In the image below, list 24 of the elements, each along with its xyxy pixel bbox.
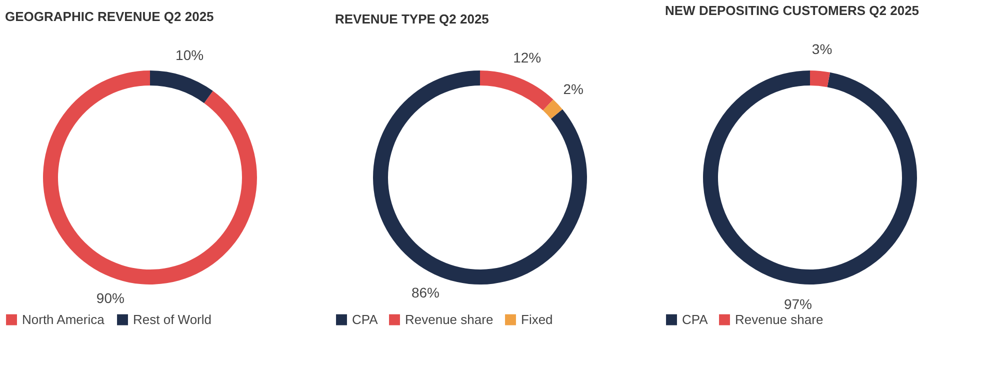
donut-slice	[810, 70, 830, 88]
data-label: 2%	[563, 80, 584, 97]
legend-label: Fixed	[521, 312, 553, 327]
data-label: 12%	[513, 49, 542, 66]
legend-label: North America	[22, 312, 106, 327]
chart-title: NEW DEPOSITING CUSTOMERS Q2 2025	[665, 3, 920, 18]
chart-title: GEOGRAPHIC REVENUE Q2 2025	[5, 8, 214, 24]
data-label: 90%	[96, 290, 124, 306]
chart-title: REVENUE TYPE Q2 2025	[335, 11, 489, 26]
legend-label: Revenue share	[735, 312, 824, 327]
data-label: 3%	[812, 41, 832, 58]
donut-slice	[703, 70, 917, 284]
data-label: 97%	[784, 296, 812, 312]
slice-label: CPA	[682, 312, 708, 327]
data-label: 10%	[176, 46, 204, 63]
donut-slice	[43, 70, 257, 284]
donut-slice	[150, 70, 213, 104]
donut-slice	[480, 70, 554, 110]
donut-slice	[542, 100, 562, 119]
legend-label: Rest of World	[133, 312, 212, 327]
donut-slice	[373, 70, 587, 284]
legend-label: Revenue share	[405, 312, 494, 327]
data-label: 86%	[411, 284, 440, 300]
legend-label: CPA	[352, 312, 378, 327]
